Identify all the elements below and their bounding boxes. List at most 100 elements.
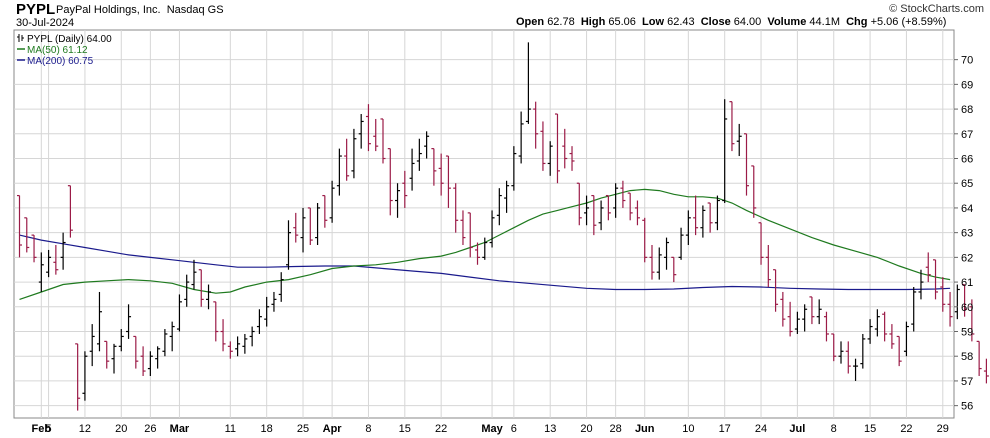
ohlc-bar [104, 340, 110, 369]
ohlc-bar [344, 138, 350, 181]
exchange-label: Nasdaq GS [166, 4, 224, 16]
x-tick-label: 25 [297, 423, 309, 435]
ohlc-bar [278, 272, 284, 302]
ohlc-bar [562, 128, 568, 169]
ohlc-summary: Open 62.78 High 65.06 Low 62.43 Close 64… [516, 16, 946, 28]
x-tick-label: May [481, 423, 503, 435]
change-value: +5.06 (+8.59%) [870, 16, 947, 28]
ohlc-bar [584, 195, 590, 226]
x-tick-label: 29 [937, 423, 949, 435]
ohlc-bar [126, 304, 132, 339]
ohlc-bar [431, 148, 437, 186]
ohlc-bar [845, 341, 851, 374]
y-tick-label: 70 [961, 55, 973, 67]
ohlc-bar [787, 301, 793, 337]
ohlc-bar [933, 259, 939, 300]
ohlc-bar [576, 182, 582, 226]
y-tick-label: 56 [961, 401, 973, 413]
ohlc-bar [736, 123, 742, 157]
ohlc-bar [46, 249, 52, 278]
ohlc-bar [976, 340, 982, 376]
ohlc-bar [307, 207, 313, 246]
ohlc-bar [176, 294, 182, 332]
ohlc-bar [242, 333, 248, 354]
x-tick-label: 22 [435, 423, 447, 435]
x-tick-label: 20 [580, 423, 592, 435]
ohlc-bar [729, 101, 735, 152]
ohlc-bar [82, 351, 88, 401]
ohlc-bar [264, 296, 270, 327]
ohlc-bar [155, 346, 161, 369]
ohlc-bar [293, 212, 299, 243]
ohlc-bar [693, 195, 699, 236]
ohlc-bar [664, 237, 670, 270]
ohlc-bar [518, 111, 524, 164]
ma50-series [19, 188, 951, 300]
open-label: Open [516, 16, 545, 28]
ohlc-bar [358, 114, 364, 149]
y-tick-label: 57 [961, 376, 973, 388]
ohlc-bar [162, 329, 168, 357]
x-tick-label: 18 [261, 423, 273, 435]
ohlc-bar [322, 194, 328, 228]
ohlc-bar [227, 341, 233, 359]
ohlc-bar [918, 269, 924, 300]
ohlc-bar [220, 319, 226, 352]
ohlc-bar [31, 234, 37, 263]
ohlc-bar [118, 329, 124, 352]
ohlc-bar [678, 227, 684, 260]
chart-header: PYPL PayPal Holdings, Inc. Nasdaq GS 30-… [0, 0, 990, 30]
ohlc-bar [373, 118, 379, 152]
ohlc-bar [75, 343, 81, 411]
ohlc-bar [605, 194, 611, 221]
volume-label: Volume [767, 16, 807, 28]
plot-area [13, 29, 955, 419]
x-tick-label: 11 [225, 423, 236, 435]
ohlc-bar [809, 296, 815, 325]
high-value: 65.06 [608, 16, 636, 28]
ohlc-bar [191, 259, 197, 290]
low-value: 62.43 [667, 16, 695, 28]
legend-ma50: MA(50) 61.12 [27, 45, 88, 56]
stockcharts-credit: © StockCharts.com [889, 3, 984, 15]
y-tick-label: 67 [961, 129, 973, 141]
ohlc-bar [489, 210, 495, 248]
ohlc-bar [722, 99, 728, 203]
ohlc-bar [707, 202, 713, 233]
ma200-line [19, 234, 951, 291]
ohlc-bar [17, 194, 22, 258]
ohlc-bar [351, 128, 357, 179]
chart-date: 30-Jul-2024 [16, 17, 75, 29]
ma200-series [19, 234, 951, 291]
ohlc-bar [453, 183, 459, 233]
ohlc-bar [867, 319, 873, 344]
low-label: Low [642, 16, 665, 28]
ohlc-bar [925, 252, 931, 283]
x-tick-label: 5 [46, 423, 52, 435]
ohlc-bar [24, 217, 30, 253]
ohlc-bar [554, 113, 560, 184]
ohlc-bar [460, 210, 466, 246]
ohlc-bar [140, 346, 146, 376]
ohlc-bar [525, 42, 531, 124]
ohlc-bar [395, 183, 401, 218]
y-tick-label: 64 [961, 203, 973, 215]
ohlc-bar [387, 148, 393, 216]
ohlc-bar [969, 299, 975, 342]
ohlc-bar [954, 284, 960, 320]
y-tick-label: 68 [961, 104, 973, 116]
ma50-line [19, 188, 951, 300]
ohlc-bar [511, 146, 517, 191]
x-tick-label: 15 [864, 423, 876, 435]
ohlc-bar [983, 358, 989, 384]
ohlc-bar [591, 194, 597, 236]
ohlc-bar [96, 291, 102, 352]
ohlc-bar [751, 165, 757, 218]
y-tick-label: 66 [961, 154, 973, 166]
ohlc-bar [744, 133, 749, 196]
y-tick-label: 58 [961, 351, 973, 363]
ohlc-bar [206, 284, 212, 310]
ohlc-bar [853, 358, 859, 381]
x-tick-label: 20 [115, 423, 127, 435]
